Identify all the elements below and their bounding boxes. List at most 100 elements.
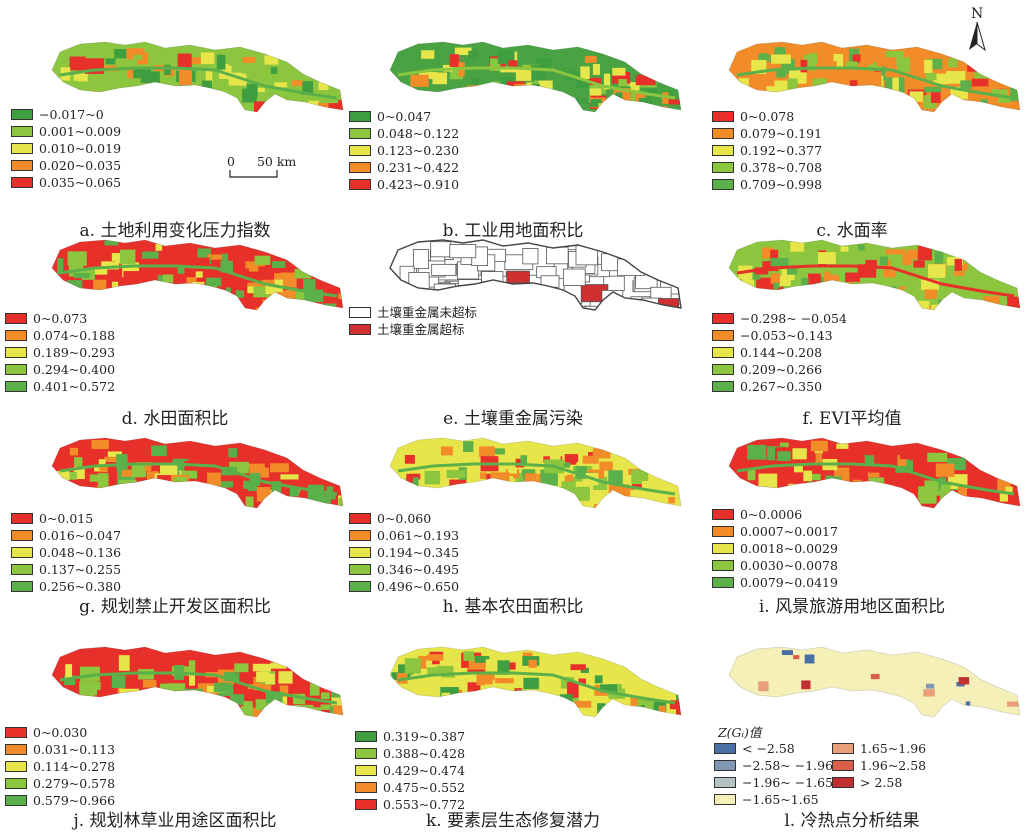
caption-d: d. 水田面积比 (121, 409, 229, 429)
legend-item: 0.294~0.400 (5, 361, 115, 378)
legend-a: −0.017~0 0.001~0.009 0.010~0.019 0.020~0.03… (11, 106, 121, 191)
map-unit (866, 448, 882, 456)
map-unit (930, 89, 941, 103)
map-unit (280, 474, 299, 480)
map-unit (852, 54, 861, 63)
map-unit (463, 441, 474, 452)
map-unit (467, 668, 485, 675)
map-unit (173, 476, 187, 482)
panel-h: 0~0.060 0.061~0.193 0.194~0.345 0.346~0.495… (343, 406, 683, 617)
map-unit (868, 62, 882, 71)
map-unit (576, 97, 589, 104)
map-unit (99, 58, 116, 65)
legend-swatch (714, 743, 736, 754)
map-unit (201, 80, 212, 92)
map-unit (404, 658, 421, 674)
map-unit (252, 663, 272, 672)
map-unit (430, 241, 452, 258)
legend-item: 0~0.060 (349, 510, 459, 527)
map-c (728, 41, 1021, 113)
map-unit (564, 474, 574, 487)
map-unit (864, 53, 874, 65)
legend-f: −0.298~ −0.054 −0.053~0.143 0.144~0.208 0.2… (712, 310, 847, 395)
map-unit (432, 72, 448, 85)
map-unit (158, 266, 176, 275)
panel-a: −0.017~0 0.001~0.009 0.010~0.019 0.020~0.03… (5, 30, 345, 241)
map-unit (166, 77, 185, 84)
legend-swatch (11, 143, 33, 154)
map-unit (562, 268, 586, 286)
map-unit (580, 667, 597, 673)
legend-swatch (712, 162, 734, 173)
map-unit (515, 69, 532, 81)
river-line (59, 264, 338, 298)
map-unit (621, 678, 638, 689)
map-unit (953, 271, 965, 277)
legend-item: 0.0079~0.0419 (712, 574, 838, 591)
legend-label: 0.074~0.188 (33, 328, 116, 343)
map-unit (278, 671, 293, 684)
map-unit (1005, 486, 1013, 492)
map-unit (479, 446, 495, 457)
map-unit (104, 456, 122, 462)
legend-swatch (355, 782, 377, 793)
map-unit (747, 468, 756, 481)
map-unit (91, 455, 99, 466)
legend-swatch (832, 777, 854, 788)
map-unit (927, 452, 948, 463)
legend-label: 1.96~2.58 (860, 758, 927, 773)
map-unit (410, 74, 429, 87)
legend-label: > 2.58 (860, 775, 903, 790)
legend-swatch (11, 513, 33, 524)
map-unit (295, 71, 304, 83)
legend-j: 0~0.030 0.031~0.113 0.114~0.278 0.279~0.578… (5, 724, 115, 809)
caption-c: c. 水面率 (816, 221, 888, 241)
map-unit (522, 248, 539, 265)
map-unit (99, 464, 108, 473)
legend-label: 0.001~0.009 (39, 124, 122, 139)
map-unit (271, 481, 282, 496)
map-unit (424, 470, 441, 485)
map-unit (566, 456, 577, 465)
map-unit (252, 75, 266, 87)
map-unit (56, 470, 70, 481)
map-unit (112, 281, 119, 297)
legend-swatch (349, 179, 371, 190)
map-unit (584, 55, 597, 63)
legend-item: 0.189~0.293 (5, 344, 115, 361)
map-unit (64, 471, 77, 480)
legend-item: 0.209~0.266 (712, 361, 847, 378)
map-unit (65, 664, 73, 679)
map-unit (111, 253, 121, 264)
map-unit (274, 82, 288, 88)
map-unit (243, 701, 253, 715)
map-unit (603, 73, 611, 90)
legend-b: 0~0.047 0.048~0.122 0.123~0.230 0.231~0.422… (349, 108, 459, 193)
legend-label: 0.0007~0.0017 (740, 524, 838, 539)
map-unit (661, 106, 669, 112)
map-unit (474, 656, 490, 663)
map-unit (441, 692, 451, 702)
map-unit (424, 446, 444, 455)
study-area-outline (389, 239, 682, 311)
map-unit (599, 461, 613, 471)
legend-label: 0.0030~0.0078 (740, 558, 838, 573)
map-unit (919, 490, 937, 504)
map-unit (845, 272, 860, 282)
map-unit (307, 484, 325, 501)
legend-swatch (5, 778, 27, 789)
map-unit (892, 77, 899, 94)
legend-g: 0~0.015 0.016~0.047 0.048~0.136 0.137~0.255… (11, 510, 121, 595)
legend-label: 0.192~0.377 (740, 143, 823, 158)
legend-swatch (5, 347, 27, 358)
map-unit (101, 261, 120, 270)
map-unit (184, 688, 203, 695)
legend-swatch (11, 547, 33, 558)
legend-label: 0.579~0.966 (33, 793, 116, 808)
study-area-base (729, 647, 1020, 717)
river-line (736, 264, 1015, 298)
map-unit (421, 50, 435, 59)
legend-item: 0.346~0.495 (349, 561, 459, 578)
map-unit (309, 682, 320, 696)
map-unit (800, 59, 808, 73)
